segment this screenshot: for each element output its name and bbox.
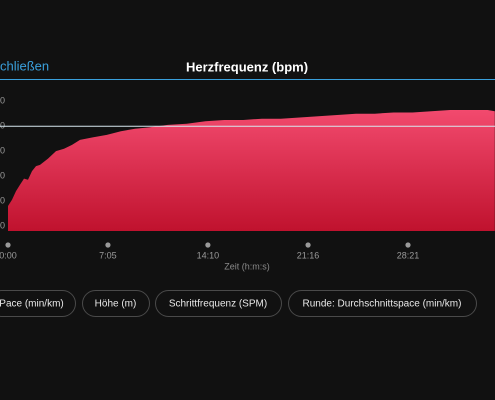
x-tick-label: 21:16 (297, 250, 320, 260)
x-tick-dot (205, 242, 211, 248)
heart-rate-area (8, 110, 495, 231)
y-tick-label: 160 (0, 121, 5, 131)
x-tick-dot (5, 242, 11, 248)
y-tick-label: 140 (0, 146, 5, 156)
x-tick-dot (105, 242, 111, 248)
button-outline[interactable] (155, 290, 282, 317)
x-tick-label: 28:21 (397, 250, 420, 260)
x-tick-dot (405, 242, 411, 248)
x-axis-label: Zeit (h:m:s) (224, 261, 270, 271)
y-tick-label: 120 (0, 170, 5, 180)
x-tick-label: 0:00 (0, 250, 17, 260)
button-label[interactable]: Höhe (m) (95, 299, 137, 310)
x-tick-label: 7:05 (99, 250, 117, 260)
button-outline[interactable] (0, 290, 76, 317)
x-tick-dot (305, 242, 311, 248)
metric-button[interactable]: Pace (min/km) (0, 290, 76, 317)
button-outline[interactable] (288, 290, 477, 317)
button-label[interactable]: Pace (min/km) (0, 299, 64, 310)
metric-button[interactable]: Höhe (m) (82, 290, 150, 317)
x-tick-label: 14:10 (197, 250, 220, 260)
button-outline[interactable] (82, 290, 150, 317)
metric-button[interactable]: Schrittfrequenz (SPM) (155, 290, 282, 317)
button-label[interactable]: Runde: Durchschnittspace (min/km) (303, 299, 462, 310)
metric-button[interactable]: Runde: Durchschnittspace (min/km) (288, 290, 477, 317)
close-link[interactable]: chließen (0, 58, 49, 73)
y-tick-label: 100 (0, 195, 5, 205)
chart-title: Herzfrequenz (bpm) (186, 59, 308, 74)
button-label[interactable]: Schrittfrequenz (SPM) (169, 299, 267, 310)
y-tick-label: 180 (0, 96, 5, 106)
y-tick-label: 80 (0, 220, 5, 230)
